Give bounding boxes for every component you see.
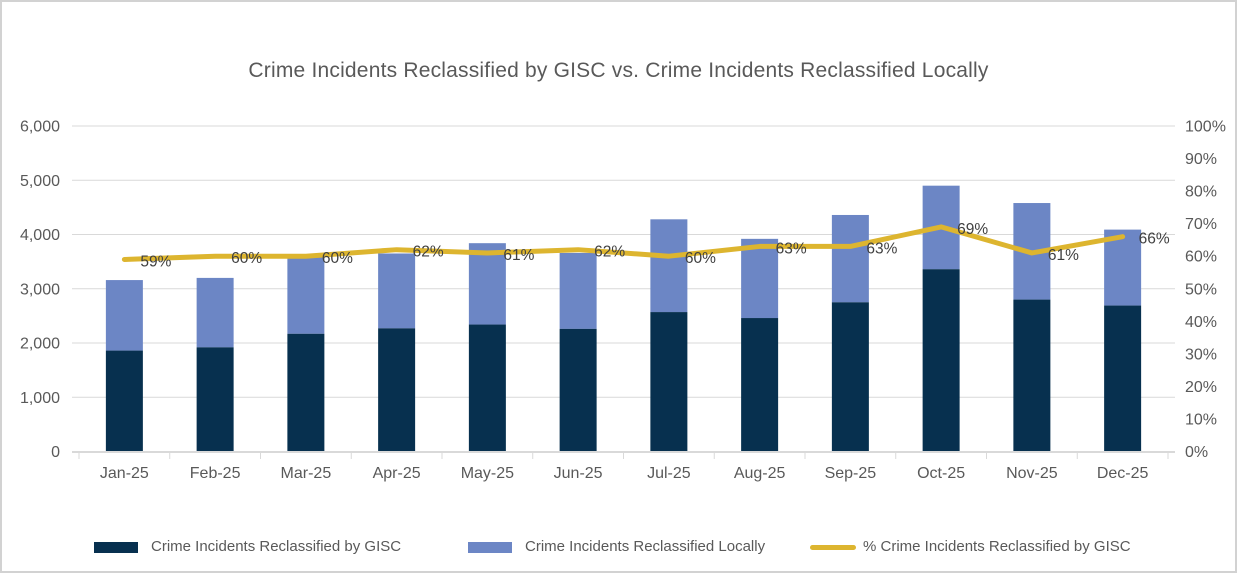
right-axis-label: 40% [1185,314,1217,331]
right-axis-label: 50% [1185,281,1217,298]
pct-data-label: 61% [503,247,534,264]
right-axis-label: 30% [1185,346,1217,363]
legend-swatch-gisc-icon [94,541,138,553]
x-axis-label: Dec-25 [1097,465,1149,482]
x-axis-label: Mar-25 [281,465,332,482]
left-axis-label: 3,000 [20,281,60,298]
pct-data-label: 60% [685,250,716,267]
bar-segment-local [196,277,234,348]
left-axis-label: 5,000 [20,173,60,190]
legend-item-pct: % Crime Incidents Reclassified by GISC [810,538,1131,556]
bar-segment-gisc [922,269,960,452]
right-axis-label: 90% [1185,151,1217,168]
pct-data-label: 63% [866,240,897,257]
bar-segment-gisc [105,350,143,452]
left-axis-label: 6,000 [20,119,60,136]
x-axis-label: Sep-25 [825,465,877,482]
x-axis-label: May-25 [461,465,514,482]
bar-segment-local [287,256,325,334]
legend-label-local: Crime Incidents Reclassified Locally [525,538,766,555]
bar-segment-local [105,280,143,351]
bar-segment-gisc [1104,305,1142,452]
bar-segment-gisc [650,312,688,452]
bar-segment-local [378,253,416,329]
bar-segment-gisc [287,333,325,452]
x-axis-label: Jun-25 [554,465,603,482]
right-axis-label: 100% [1185,119,1226,136]
x-axis-label: Aug-25 [734,465,786,482]
bar-segment-gisc [559,328,597,452]
pct-data-label: 62% [594,244,625,261]
legend-swatch-local-icon [468,541,512,553]
left-axis-label: 2,000 [20,336,60,353]
pct-line-series [121,224,1126,262]
bar-segment-gisc [468,324,506,452]
x-axis-label: Nov-25 [1006,465,1058,482]
bar-segment-local [559,252,597,329]
legend-label-pct: % Crime Incidents Reclassified by GISC [863,538,1131,555]
bar-segment-gisc [831,302,869,452]
bar-segment-local [831,214,869,303]
bar-segment-gisc [196,347,234,452]
right-axis-label: 70% [1185,216,1217,233]
bar-segment-gisc [378,328,416,452]
legend-swatch-pct-line-icon [810,544,856,550]
pct-data-label: 61% [1048,247,1079,264]
left-axis-label: 0 [51,444,60,461]
bar-segment-gisc [741,318,779,452]
right-axis-label: 80% [1185,184,1217,201]
chart-title: Crime Incidents Reclassified by GISC vs.… [248,59,989,82]
bar-segment-local [1104,229,1142,306]
pct-data-label: 63% [776,240,807,257]
bar-segment-local [468,243,506,325]
x-axis-label: Feb-25 [190,465,241,482]
legend-item-gisc: Crime Incidents Reclassified by GISC [94,538,401,556]
pct-data-label: 62% [413,244,444,261]
right-axis-label: 20% [1185,379,1217,396]
x-axis-label: Jul-25 [647,465,691,482]
legend-item-local: Crime Incidents Reclassified Locally [468,538,765,556]
left-axis-label: 4,000 [20,227,60,244]
x-axis-label: Apr-25 [373,465,421,482]
bar-segment-local [650,219,688,313]
x-axis-label: Jan-25 [100,465,149,482]
x-axis-label: Oct-25 [917,465,965,482]
pct-data-label: 66% [1139,231,1170,248]
bar-segment-gisc [1013,299,1051,452]
pct-data-label: 69% [957,221,988,238]
bar-segment-local [741,238,779,319]
pct-data-label: 60% [231,250,262,267]
right-axis-label: 0% [1185,444,1208,461]
pct-data-label: 60% [322,250,353,267]
legend-label-gisc: Crime Incidents Reclassified by GISC [151,538,402,555]
right-axis-label: 60% [1185,249,1217,266]
left-axis-label: 1,000 [20,390,60,407]
right-axis-label: 10% [1185,411,1217,428]
pct-data-label: 59% [140,253,171,270]
